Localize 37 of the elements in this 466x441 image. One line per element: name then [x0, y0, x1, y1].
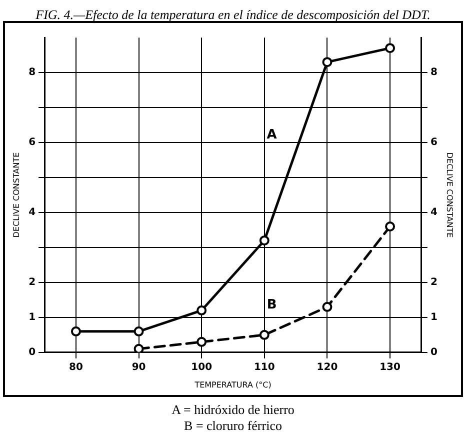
point	[259, 235, 270, 246]
y-tick-label: 4	[28, 207, 36, 218]
y2-tick-label: 0	[430, 346, 438, 358]
y-axis-title: DECLIVE CONSTANTE	[12, 152, 21, 238]
y2-tick-label: 8	[430, 67, 438, 78]
point	[196, 336, 207, 347]
point	[70, 326, 81, 336]
y2-tick-label: 4	[430, 207, 438, 218]
point	[385, 43, 396, 54]
y2-tick-label: 6	[430, 137, 438, 148]
y2-tick-label: 1	[430, 312, 438, 324]
y-tick-label: 6	[28, 137, 36, 148]
chart-title: FIG. 4.—Efecto de la temperatura en el índice de descomposición del DDT.	[34, 7, 430, 22]
point	[259, 330, 270, 340]
x-axis-title: TEMPERATURA (°C)	[194, 380, 272, 390]
y-tick-label: 1	[28, 312, 36, 324]
y2-tick-label: 2	[430, 277, 438, 288]
text: B = cloruro férrico	[183, 418, 283, 434]
point	[134, 344, 144, 352]
x-tick-label: 120	[316, 362, 338, 373]
series-label: A	[266, 128, 277, 143]
point	[385, 221, 396, 232]
x-tick-label: 80	[69, 362, 83, 373]
point	[322, 57, 332, 68]
x-tick-label: 100	[191, 362, 212, 373]
text: A = hidróxido de hierro	[170, 402, 296, 418]
y2-axis-title: DECLIVE CONSTANTE	[445, 152, 454, 238]
point	[196, 305, 207, 316]
series-label: B	[266, 297, 277, 312]
y-tick-label: 8	[28, 67, 36, 78]
x-tick-label: 110	[254, 362, 275, 373]
x-tick-label: 90	[132, 362, 146, 373]
x-tick-label: 130	[380, 362, 401, 373]
point	[134, 326, 144, 336]
point	[322, 302, 332, 312]
y-tick-label: 2	[28, 277, 36, 288]
y-tick-label: 0	[28, 346, 36, 358]
